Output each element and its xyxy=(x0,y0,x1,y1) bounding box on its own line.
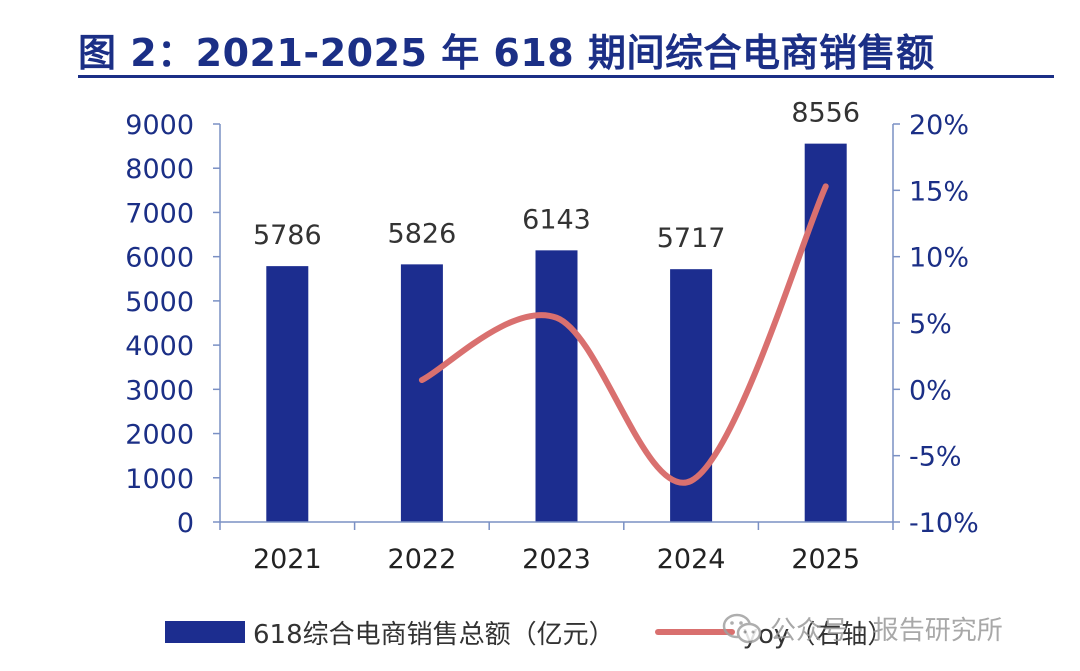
left-tick-label: 1000 xyxy=(125,464,194,495)
chart-plot: 0 1000 2000 3000 4000 5000 6000 7000 8000 9000 -1… xyxy=(125,98,979,575)
legend: 618综合电商销售总额（亿元） yoy（右轴） xyxy=(165,612,893,652)
left-tick-label: 8000 xyxy=(125,154,194,185)
legend-label-sales: 618综合电商销售总额（亿元） xyxy=(253,619,615,650)
bar xyxy=(266,266,309,522)
chart-title: 图 2：2021-2025 年 618 期间综合电商销售额 xyxy=(78,31,935,75)
left-tick-label: 0 xyxy=(177,508,194,539)
bar xyxy=(535,250,578,522)
left-tick-label: 2000 xyxy=(125,420,194,451)
x-tick-label: 2024 xyxy=(657,544,726,575)
x-tick-label: 2025 xyxy=(791,544,860,575)
right-tick-label: 10% xyxy=(909,243,969,274)
right-axis: -10% -5% 0% 5% 10% 15% 20% xyxy=(892,110,979,539)
left-tick-label: 9000 xyxy=(125,110,194,141)
bar-series: 5786 5826 6143 5717 8556 xyxy=(253,98,860,522)
wechat-icon xyxy=(722,613,762,643)
yoy-line xyxy=(418,183,829,486)
left-tick-label: 5000 xyxy=(125,287,194,318)
x-tick-label: 2021 xyxy=(253,544,322,575)
x-axis: 2021 2022 2023 2024 2025 xyxy=(219,521,894,575)
legend-item-yoy: yoy（右轴） xyxy=(615,614,894,651)
title-divider xyxy=(78,75,1054,78)
bar-data-label: 6143 xyxy=(522,204,591,235)
right-tick-label: 20% xyxy=(909,110,969,141)
bar xyxy=(804,143,847,522)
right-tick-label: 15% xyxy=(909,176,969,207)
line-series xyxy=(418,183,829,486)
legend-label-yoy: yoy（右轴） xyxy=(742,619,894,650)
bar-data-label: 8556 xyxy=(791,98,860,129)
legend-line-swatch xyxy=(654,629,735,635)
bar-data-label: 5826 xyxy=(388,218,457,249)
left-tick-label: 4000 xyxy=(125,331,194,362)
watermark-text: 公众号 · 报告研究所 xyxy=(770,616,1003,646)
x-tick-label: 2023 xyxy=(522,544,591,575)
left-tick-label: 6000 xyxy=(125,243,194,274)
bar-data-label: 5786 xyxy=(253,220,322,251)
legend-bar-swatch xyxy=(165,621,245,643)
left-axis: 0 1000 2000 3000 4000 5000 6000 7000 8000 9000 xyxy=(125,110,221,539)
left-tick-label: 7000 xyxy=(125,198,194,229)
right-tick-label: -10% xyxy=(909,508,979,539)
right-tick-label: 0% xyxy=(909,375,952,406)
bar-data-label: 5717 xyxy=(657,223,726,254)
right-tick-label: -5% xyxy=(909,442,962,473)
x-tick-label: 2022 xyxy=(388,544,457,575)
right-tick-label: 5% xyxy=(909,309,952,340)
watermark: 公众号 · 报告研究所 xyxy=(722,610,1003,647)
left-tick-label: 3000 xyxy=(125,375,194,406)
legend-item-sales: 618综合电商销售总额（亿元） xyxy=(165,614,615,651)
bar xyxy=(400,264,443,522)
